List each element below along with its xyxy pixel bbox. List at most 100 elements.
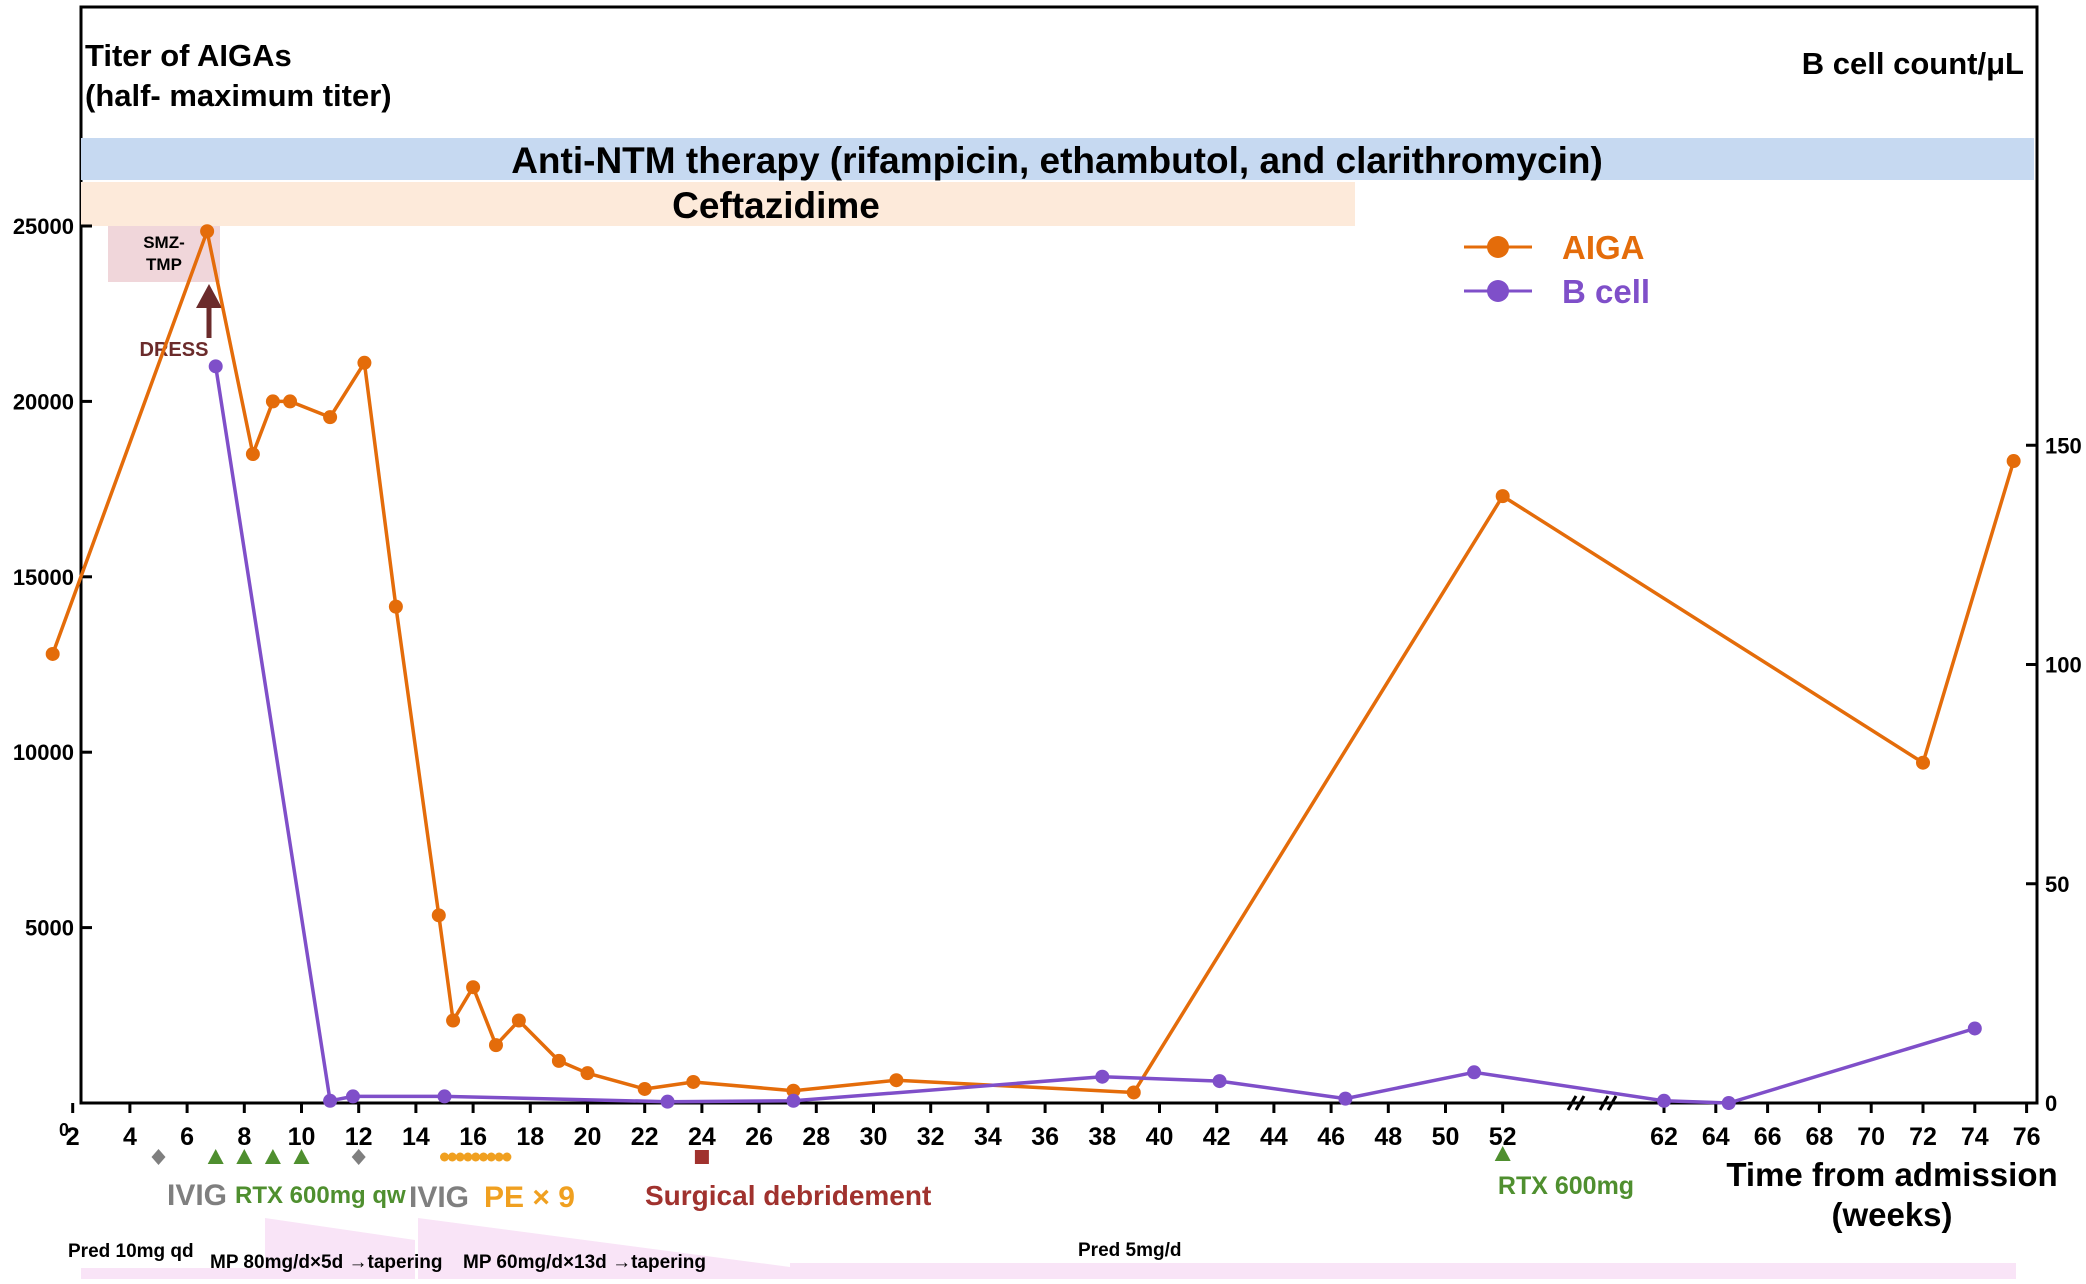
x-tick-label: 16 <box>459 1123 487 1151</box>
bcell-line <box>213 366 1976 1105</box>
aiga-point <box>357 355 372 370</box>
aiga-point <box>245 447 260 462</box>
left-y-tick-label: 10000 <box>13 740 74 765</box>
pe-session-marker-icon <box>447 1152 457 1162</box>
rtx-52-label: RTX 600mg <box>1498 1172 1634 1200</box>
left-axis-title-line1: Titer of AIGAs <box>85 38 292 73</box>
rtx-dose-marker-icon <box>1494 1146 1511 1161</box>
x-tick-label: 40 <box>1146 1123 1174 1151</box>
pe-session-marker-icon <box>479 1152 488 1162</box>
plot-frame <box>79 5 2039 1105</box>
aiga-point <box>580 1066 595 1081</box>
x-axis-ticks: 2 4 6 8 10 12 14 16 18 20 22 24 26 28 30 32 34 36 38 40 42 44… <box>66 1103 2041 1151</box>
x-axis-title-line2: (weeks) <box>1831 1196 1952 1233</box>
aiga-point <box>637 1081 652 1096</box>
rtx-dose-marker-icon <box>293 1149 310 1164</box>
pred-10mg-label: Pred 10mg qd <box>68 1241 194 1262</box>
pe-session-marker-icon <box>455 1152 465 1162</box>
dress-arrow-head <box>196 284 222 308</box>
legend-bcell-marker <box>1487 280 1509 302</box>
x-tick-label: 48 <box>1374 1123 1402 1151</box>
smz-tmp-label-line2: TMP <box>146 255 182 274</box>
left-y-tick-label: 5000 <box>25 916 74 941</box>
axis-break-line-3 <box>1598 1095 1610 1111</box>
pe-session-marker-icon <box>471 1152 481 1162</box>
x-tick-label: 14 <box>402 1123 430 1151</box>
mp-80-label: MP 80mg/d×5d →tapering <box>210 1252 442 1273</box>
axis-break-line-2 <box>1574 1095 1586 1111</box>
bcell-point <box>323 1093 338 1108</box>
pe-session-marker-icon <box>440 1152 449 1162</box>
steroid-band-pred10 <box>81 1268 265 1279</box>
aiga-point <box>2006 454 2021 469</box>
treatment-markers <box>151 1146 1511 1165</box>
rtx-dose-marker-icon <box>264 1149 281 1164</box>
axis-break-line-1 <box>1566 1095 1578 1111</box>
series-aiga <box>45 224 2021 1100</box>
right-y-tick-label: 100 <box>2045 653 2082 678</box>
x-tick-label: 22 <box>631 1123 659 1151</box>
x-tick-label: 64 <box>1702 1123 1730 1151</box>
x-tick-label: 10 <box>288 1123 316 1151</box>
x-tick-label: 8 <box>237 1123 251 1151</box>
right-y-axis-ticks: 0 50 100 150 <box>2026 433 2082 1116</box>
x-tick-label: 76 <box>2013 1123 2041 1151</box>
left-y-axis-ticks: 5000 10000 15000 20000 25000 <box>13 214 92 941</box>
aiga-point <box>283 394 298 409</box>
ceftazidime-label: Ceftazidime <box>672 185 880 226</box>
x-tick-label: 32 <box>917 1123 945 1151</box>
x-tick-label: 6 <box>180 1123 194 1151</box>
smz-tmp-label-line1: SMZ- <box>143 233 185 252</box>
series-bcell <box>208 359 1982 1110</box>
dress-label: DRESS <box>140 339 209 361</box>
bcell-point <box>1721 1096 1736 1110</box>
rtx-dose-marker-icon <box>236 1149 253 1164</box>
mp-60-label: MP 60mg/d×13d →tapering <box>463 1252 706 1273</box>
left-y-tick-label: 20000 <box>13 389 74 414</box>
aiga-point <box>511 1013 526 1028</box>
aiga-point <box>431 908 446 923</box>
steroid-band-pred5 <box>790 1263 2016 1279</box>
aiga-point <box>686 1074 701 1089</box>
aiga-point <box>1126 1085 1141 1100</box>
x-tick-label: 4 <box>123 1123 137 1151</box>
rtx-qw-label: RTX 600mg qw <box>235 1182 406 1209</box>
bcell-point <box>208 359 223 374</box>
pe-session-marker-icon <box>502 1152 512 1162</box>
aiga-point <box>1916 755 1930 770</box>
x-tick-label: 66 <box>1754 1123 1782 1151</box>
right-y-tick-label: 0 <box>2045 1091 2057 1116</box>
pred-5mg-label: Pred 5mg/d <box>1078 1240 1181 1261</box>
bcell-point <box>660 1094 675 1109</box>
bcell-point <box>1657 1093 1671 1108</box>
x-tick-label: 62 <box>1650 1123 1678 1151</box>
aiga-point <box>323 410 338 425</box>
bcell-point <box>345 1089 360 1104</box>
bcell-point <box>1467 1065 1482 1080</box>
ivig-label-1: IVIG <box>167 1179 227 1212</box>
pe-session-marker-icon <box>494 1152 504 1162</box>
steroid-band-mp60 <box>418 1218 790 1279</box>
legend-aiga-marker <box>1487 236 1509 258</box>
pe-session-marker-icon <box>463 1152 473 1162</box>
axis-break-line-4 <box>1606 1095 1618 1111</box>
left-y-tick-label: 25000 <box>13 214 74 239</box>
left-y-tick-label: 15000 <box>13 565 74 590</box>
ivig-marker-icon <box>351 1149 366 1165</box>
right-y-tick-label: 50 <box>2045 872 2069 897</box>
legend-bcell-label: B cell <box>1562 273 1650 310</box>
x-tick-label: 12 <box>345 1123 373 1151</box>
x-axis-break <box>1566 1095 1618 1111</box>
steroid-band-mp80 <box>265 1218 415 1279</box>
legend: AIGA B cell <box>1464 229 1650 310</box>
bcell-point <box>1212 1074 1227 1089</box>
smz-tmp-box <box>108 226 220 282</box>
x-tick-label: 42 <box>1203 1123 1231 1151</box>
pe-label: PE × 9 <box>484 1181 575 1214</box>
bcell-point <box>1095 1069 1110 1084</box>
anti-ntm-label: Anti-NTM therapy (rifampicin, ethambutol… <box>511 140 1603 181</box>
surgical-debridement-marker-icon <box>694 1150 709 1164</box>
aiga-point <box>1495 489 1510 504</box>
